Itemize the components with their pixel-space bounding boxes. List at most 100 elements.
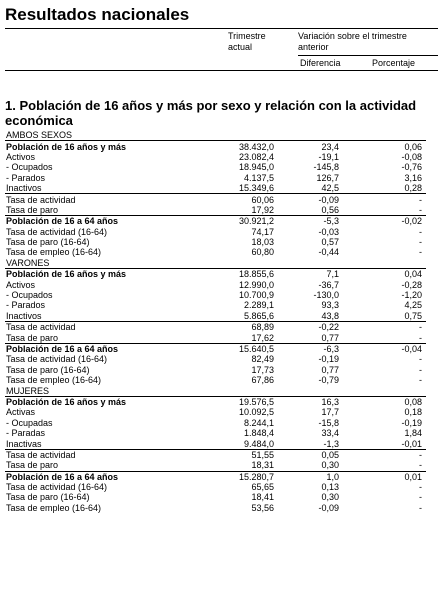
spacer-cell: [341, 130, 371, 142]
row-current-value: 17,92: [251, 204, 274, 215]
spacer-cell: [341, 321, 371, 333]
row-difference: 0,56: [321, 204, 339, 215]
spacer-cell: [276, 332, 298, 343]
table-row: Población de 16 a 64 años 15.280,7 1,0 0,01: [5, 470, 426, 482]
row-label: Tasa de actividad: [5, 448, 225, 461]
table-row: Tasa de paro 17,62 0,77 -: [5, 332, 426, 343]
spacer-cell: [276, 385, 298, 397]
table-row: Población de 16 a 64 años 15.640,5 -6,3 -0,…: [5, 342, 426, 355]
row-difference: 0,77: [321, 364, 339, 375]
row-current-value: 10.092,5: [238, 407, 274, 418]
header-difference: Diferencia: [300, 58, 341, 68]
spacer-cell: [341, 173, 371, 183]
row-label: - Ocupados: [6, 290, 53, 301]
row-percentage: 3,16: [404, 172, 422, 183]
row-difference: -6,3: [298, 342, 341, 355]
spacer-cell: [341, 269, 371, 280]
table-row: Tasa de paro (16-64) 17,73 0,77 -: [5, 365, 426, 375]
table-row: Activos 12.990,0 -36,7 -0,28: [5, 279, 426, 290]
row-current-value: 4.137,5: [243, 172, 274, 183]
row-current-value: 18,03: [251, 237, 274, 248]
spacer-cell: [276, 290, 298, 300]
row-label: Tasa de paro (16-64): [6, 492, 90, 503]
spacer-cell: [341, 407, 371, 417]
table-row: Tasa de actividad 60,06 -0,09 -: [5, 193, 426, 205]
row-current-value: 82,49: [251, 354, 274, 365]
row-current-value: 2.289,1: [243, 300, 274, 311]
row-percentage: -: [419, 237, 422, 248]
row-percentage: -: [419, 332, 422, 343]
table-row: Tasa de paro 17,92 0,56 -: [5, 205, 426, 216]
row-difference: 0,05: [298, 448, 341, 461]
table-row: Población de 16 años y más 19.576,5 16,3 0,…: [5, 396, 426, 407]
row-label: Tasa de empleo (16-64): [6, 247, 102, 258]
header-bottom-rule: [5, 70, 438, 71]
spacer-cell: [276, 215, 298, 227]
row-current-value: 1.848,4: [243, 428, 274, 439]
row-percentage: [371, 385, 426, 397]
row-difference: -0,19: [318, 354, 339, 365]
spacer-cell: [276, 365, 298, 375]
row-percentage: -0,08: [401, 151, 422, 162]
page-title: Resultados nacionales: [5, 5, 190, 24]
header-current-quarter: Trimestre actual: [228, 31, 266, 52]
spacer-cell: [276, 342, 298, 355]
row-percentage: -0,28: [401, 279, 422, 290]
row-current-value: 51,55: [225, 448, 276, 461]
row-current-value: 15.349,6: [238, 183, 274, 194]
row-current-value: 15.280,7: [225, 470, 276, 482]
row-label: Activos: [6, 279, 36, 290]
row-label: Tasa de empleo (16-64): [6, 502, 102, 513]
row-difference: -130,0: [313, 290, 339, 301]
row-current-value: 18,41: [251, 492, 274, 503]
spacer-cell: [341, 300, 371, 310]
row-current-value: [225, 130, 276, 142]
row-label: - Ocupadas: [6, 417, 53, 428]
row-current-value: 23.082,4: [238, 151, 274, 162]
spacer-cell: [276, 321, 298, 333]
header-percentage: Porcentaje: [372, 58, 416, 68]
row-percentage: -: [419, 226, 422, 237]
table-row: - Ocupados 18.945,0 -145,8 -0,76: [5, 162, 426, 172]
row-current-value: 15.640,5: [225, 342, 276, 355]
spacer-cell: [341, 492, 371, 502]
spacer-cell: [276, 418, 298, 428]
row-label: Población de 16 a 64 años: [5, 215, 225, 227]
row-label: Población de 16 a 64 años: [5, 470, 225, 482]
row-percentage: 0,08: [404, 396, 422, 407]
spacer-cell: [341, 503, 371, 513]
table-row: Tasa de actividad 68,89 -0,22 -: [5, 321, 426, 333]
spacer-cell: [341, 152, 371, 162]
spacer-cell: [341, 247, 371, 257]
row-difference: 42,5: [321, 183, 339, 194]
spacer-cell: [341, 342, 371, 355]
table-row: Inactivos 15.349,6 42,5 0,28: [5, 183, 426, 194]
row-difference: [298, 257, 341, 270]
row-difference: -0,09: [318, 502, 339, 513]
spacer-cell: [276, 237, 298, 247]
table-row: Tasa de empleo (16-64) 67,86 -0,79 -: [5, 375, 426, 385]
row-label: Activas: [6, 407, 36, 418]
row-percentage: -: [419, 247, 422, 258]
row-difference: -145,8: [313, 162, 339, 173]
spacer-cell: [276, 300, 298, 310]
row-current-value: 17,73: [251, 364, 274, 375]
row-difference: 16,3: [321, 396, 339, 407]
row-percentage: 0,18: [404, 407, 422, 418]
table-row: Inactivas 9.484,0 -1,3 -0,01: [5, 438, 426, 449]
row-current-value: 19.576,5: [238, 396, 274, 407]
row-current-value: 17,62: [251, 332, 274, 343]
row-label: Tasa de paro: [6, 460, 59, 471]
row-percentage: -: [419, 375, 422, 386]
row-difference: 0,77: [321, 332, 339, 343]
table-row: Tasa de empleo (16-64) 60,80 -0,44 -: [5, 247, 426, 257]
row-label: Tasa de paro: [6, 332, 59, 343]
row-current-value: 18.945,0: [238, 162, 274, 173]
row-label: Tasa de actividad: [5, 321, 225, 333]
row-difference: [298, 130, 341, 142]
row-percentage: [371, 130, 426, 142]
spacer-cell: [341, 237, 371, 247]
table-row: Población de 16 a 64 años 30.921,2 -5,3 -0,…: [5, 215, 426, 227]
row-label: Tasa de actividad (16-64): [6, 354, 108, 365]
row-difference: -0,44: [318, 247, 339, 258]
